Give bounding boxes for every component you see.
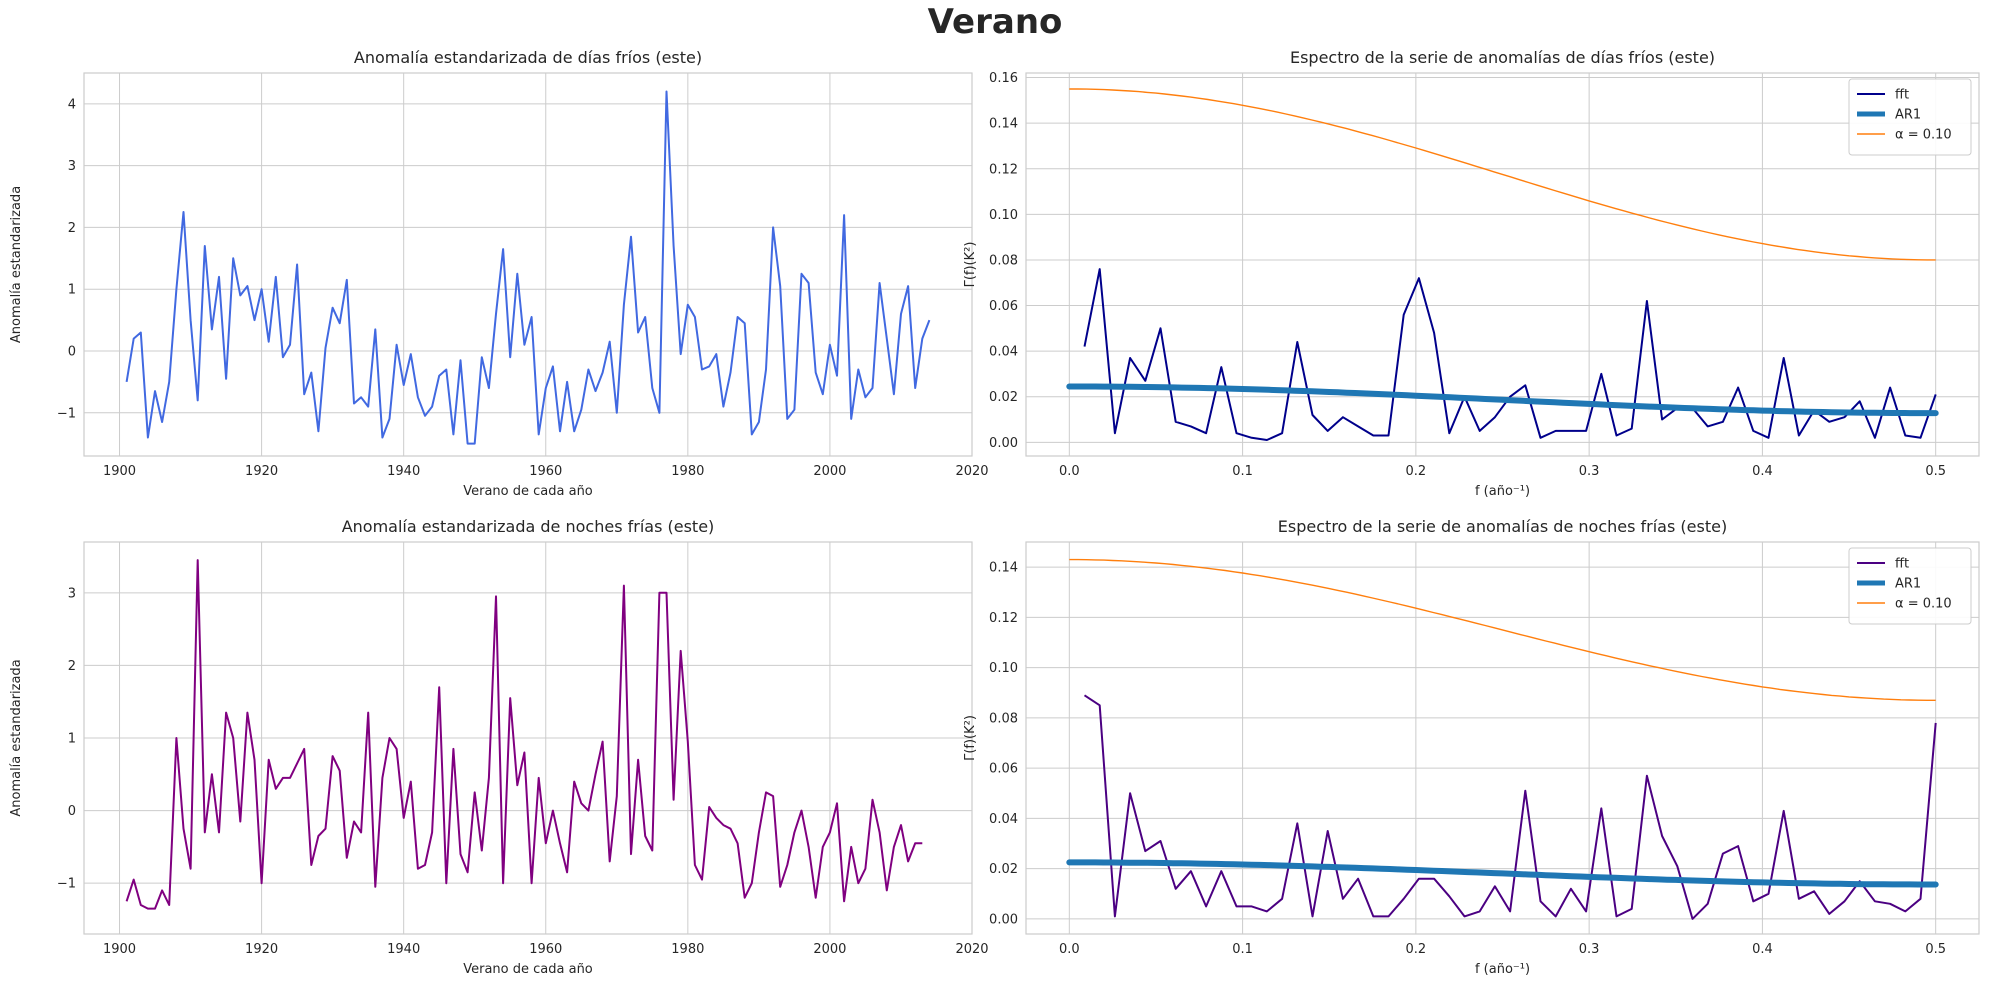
y-tick-label: 2 [68,659,76,674]
x-tick-label: 1920 [245,464,278,479]
x-tick-label: 0.1 [1232,942,1253,957]
x-tick-label: 2020 [955,464,988,479]
legend: fft AR1 α = 0.10 [1848,78,1972,156]
chart-title: Anomalía estandarizada de noches frías (… [342,517,715,536]
y-tick-label: 0.02 [989,862,1018,877]
x-tick-label: 0.4 [1752,942,1773,957]
y-tick-label: 0.00 [989,912,1018,927]
x-tick-label: 1900 [103,942,136,957]
y-tick-label: 0.06 [989,299,1018,314]
y-tick-label: 0.08 [989,253,1018,268]
y-tick-label: −1 [57,877,76,892]
y-axis-label: Anomalía estandarizada [9,659,24,816]
plot-frame [1025,541,1980,935]
legend-label: AR1 [1895,108,1921,123]
legend-label: fft [1895,557,1909,572]
y-tick-label: 0.14 [989,561,1018,576]
x-tick-label: 0.1 [1232,464,1253,479]
figure-title: Verano [927,2,1063,42]
x-tick-label: 0.3 [1579,942,1600,957]
series-line [125,90,931,445]
chart-title: Anomalía estandarizada de días fríos (es… [354,48,702,67]
x-tick-label: 1920 [245,942,278,957]
x-tick-label: 1980 [671,942,704,957]
y-tick-label: 0 [68,804,76,819]
x-tick-label: 1980 [671,464,704,479]
chart-title: Espectro de la serie de anomalías de noc… [1278,517,1727,536]
y-axis-label: Γ(f)(K²) [963,715,978,761]
chart-title: Espectro de la serie de anomalías de día… [1290,48,1715,67]
y-tick-label: 1 [68,283,76,298]
ar1-line [1066,383,1939,417]
x-tick-label: 1940 [387,464,420,479]
legend-frame [1848,547,1972,625]
y-tick-label: 3 [68,586,76,601]
x-tick-label: 0.2 [1406,464,1427,479]
x-tick-label: 0.5 [1925,942,1946,957]
y-tick-label: −1 [57,406,76,421]
chart-4: 0.0 0.1 0.2 0.3 0.4 0.5 0.00 0.02 0.04 0.06 0.08 0.… [963,517,1980,977]
x-tick-label: 2020 [955,942,988,957]
y-tick-label: 0.04 [989,345,1018,360]
x-tick-label: 0.5 [1925,464,1946,479]
y-axis-label: Γ(f)(K²) [963,242,978,288]
x-tick-label: 2000 [813,942,846,957]
legend-label: α = 0.10 [1895,597,1952,612]
x-tick-label: 0.4 [1752,464,1773,479]
y-tick-label: 0.02 [989,390,1018,405]
chart-2: 0.0 0.1 0.2 0.3 0.4 0.5 0.00 0.02 0.04 0.06 0.08 0.… [963,48,1980,499]
legend: fft AR1 α = 0.10 [1848,547,1972,625]
significance-line [1069,88,1936,261]
y-tick-label: 0.08 [989,711,1018,726]
x-tick-label: 0.0 [1059,942,1080,957]
y-tick-label: 0.12 [989,611,1018,626]
x-tick-label: 1940 [387,942,420,957]
y-tick-label: 0.14 [989,117,1018,132]
y-axis-label: Anomalía estandarizada [9,186,24,343]
x-axis-label: f (año⁻¹) [1475,484,1530,499]
y-tick-label: 0 [68,344,76,359]
y-tick-label: 0.10 [989,661,1018,676]
y-tick-label: 0.12 [989,162,1018,177]
y-tick-label: 4 [68,97,76,112]
x-axis-label: Verano de cada año [463,962,593,977]
y-tick-label: 0.04 [989,812,1018,827]
y-tick-label: 2 [68,221,76,236]
y-tick-label: 0.10 [989,208,1018,223]
x-tick-label: 1960 [529,942,562,957]
y-tick-label: 1 [68,732,76,747]
series-line [125,559,923,910]
y-tick-label: 0.00 [989,436,1018,451]
plot-frame [83,72,973,457]
x-tick-label: 0.2 [1406,942,1427,957]
y-tick-label: 0.16 [989,71,1018,86]
x-axis-label: f (año⁻¹) [1475,962,1530,977]
legend-frame [1848,78,1972,156]
chart-3: 1900 1920 1940 1960 1980 2000 2020 −1 0 1 2 3 Anomal… [9,517,989,977]
x-tick-label: 2000 [813,464,846,479]
fft-line [1083,694,1937,920]
legend-label: AR1 [1895,577,1921,592]
legend-label: fft [1895,88,1909,103]
x-tick-label: 0.3 [1579,464,1600,479]
ar1-line [1066,859,1939,888]
x-tick-label: 1900 [103,464,136,479]
chart-1: 1900 1920 1940 1960 1980 2000 2020 −1 0 1 2 3 4 Anoma… [9,48,989,499]
legend-label: α = 0.10 [1895,128,1952,143]
y-tick-label: 0.06 [989,762,1018,777]
y-tick-label: 3 [68,159,76,174]
plot-frame [83,541,973,935]
significance-line [1069,558,1936,701]
plot-frame [1025,72,1980,457]
x-tick-label: 0.0 [1059,464,1080,479]
x-axis-label: Verano de cada año [463,484,593,499]
x-tick-label: 1960 [529,464,562,479]
